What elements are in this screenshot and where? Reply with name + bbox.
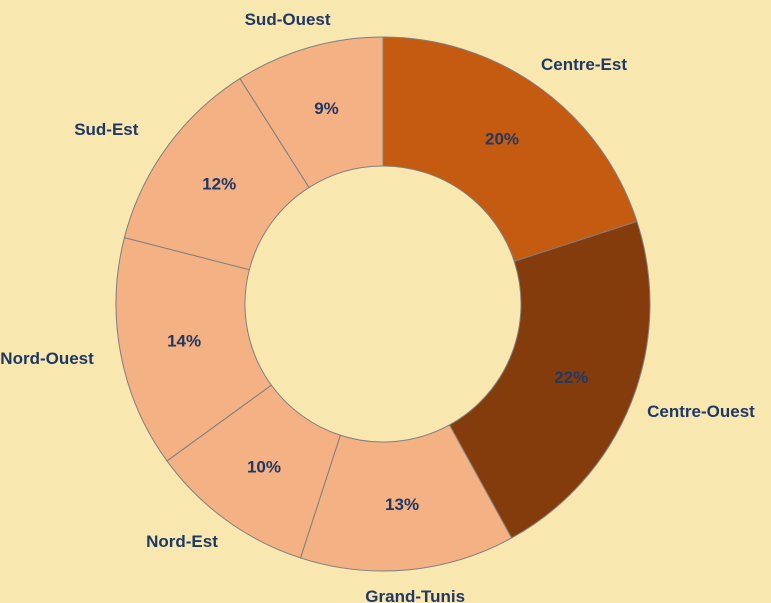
donut-segment (115, 236, 273, 462)
donut-segment (239, 36, 384, 189)
category-label: Centre-Est (541, 55, 627, 74)
data-label: 13% (385, 495, 419, 514)
donut-segment (299, 424, 513, 572)
data-label: 10% (247, 457, 281, 476)
category-label: Grand-Tunis (365, 587, 465, 603)
category-label: Sud-Est (74, 120, 139, 139)
data-label: 14% (167, 331, 201, 350)
category-label: Sud-Ouest (245, 10, 331, 29)
category-label: Nord-Est (146, 532, 218, 551)
data-label: 22% (554, 368, 588, 387)
donut-segment (448, 220, 651, 539)
data-label: 20% (485, 130, 519, 149)
category-label: Centre-Ouest (647, 402, 755, 421)
donut-segment (382, 36, 638, 262)
data-label: 12% (202, 174, 236, 193)
data-label: 9% (314, 99, 339, 118)
category-label: Nord-Ouest (0, 349, 94, 368)
